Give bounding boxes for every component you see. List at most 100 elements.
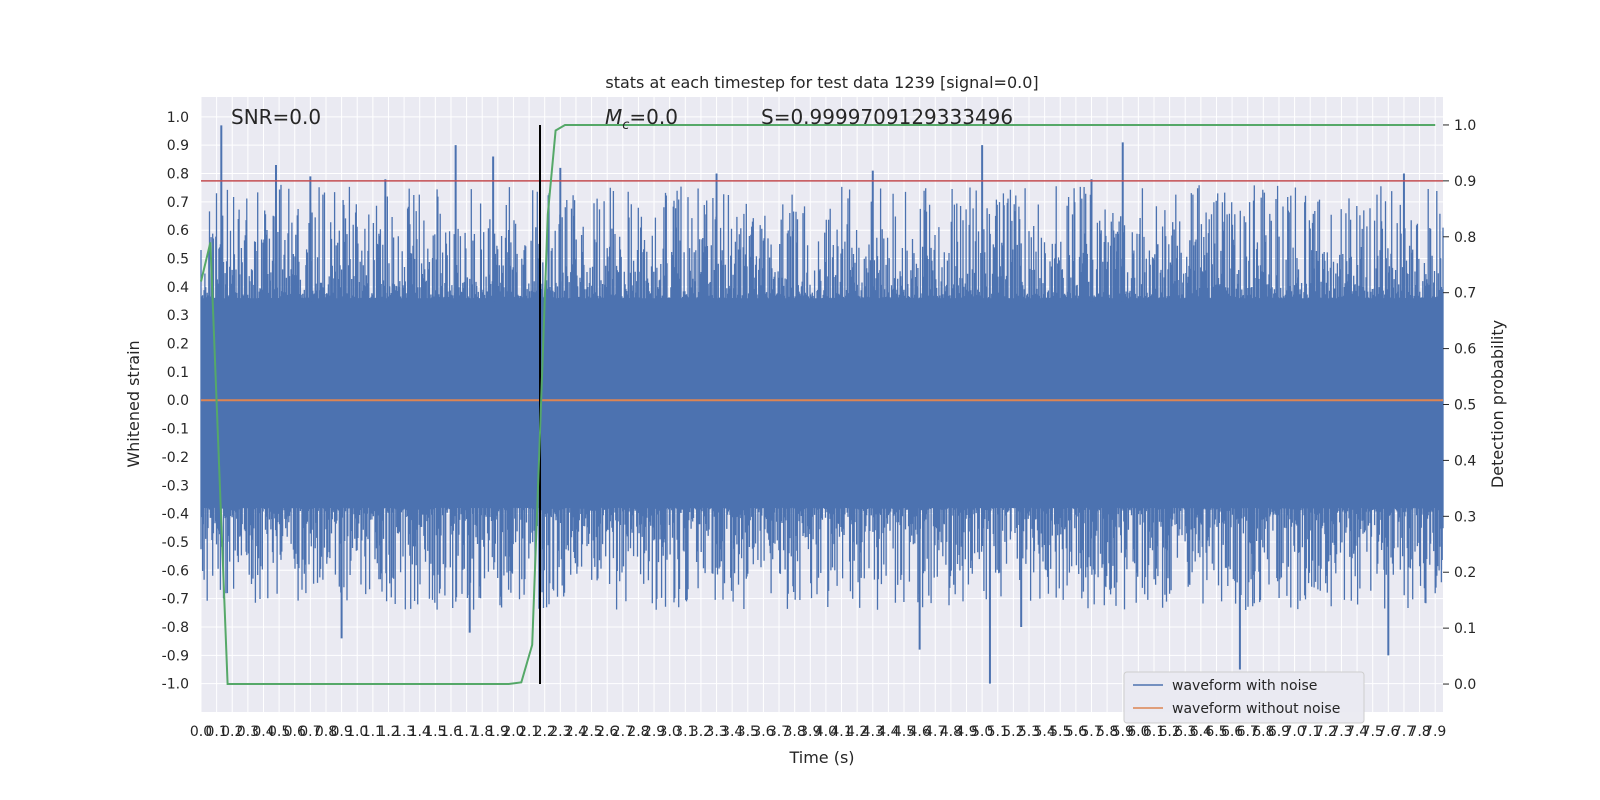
x-tick-label: 3.8 [784, 724, 806, 740]
x-tick-label: 7.4 [1346, 724, 1368, 740]
x-tick-label: 6.8 [1252, 724, 1274, 740]
y-right-tick-label: 0.0 [1454, 677, 1476, 693]
x-tick-label: 0.8 [315, 724, 337, 740]
x-tick-label: 7.7 [1393, 724, 1415, 740]
series-detection-probability [200, 124, 1436, 685]
y-tick-label: -0.1 [162, 422, 189, 438]
x-tick-label: 6.0 [1127, 724, 1149, 740]
x-tick-label: 4.1 [830, 724, 852, 740]
x-tick-label: 4.9 [955, 724, 977, 740]
x-tick-label: 4.8 [940, 724, 962, 740]
score-annotation: S=0.9999709129333496 [761, 105, 1013, 129]
x-tick-label: 0.4 [252, 724, 274, 740]
y-right-tick-label: 0.7 [1454, 286, 1476, 302]
series-waveform-with-noise [200, 125, 1444, 684]
y-tick-label: -0.6 [162, 563, 189, 579]
legend-label-waveform-with-noise: waveform with noise [1172, 678, 1317, 694]
y-right-tick-label: 0.9 [1454, 174, 1476, 190]
y-tick-label: 0.8 [167, 167, 189, 183]
y-tick-label: -0.5 [162, 535, 189, 551]
x-tick-label: 7.9 [1424, 724, 1446, 740]
x-tick-label: 2.6 [596, 724, 618, 740]
legend-label-waveform-without-noise: waveform without noise [1172, 701, 1340, 717]
x-tick-label: 7.0 [1283, 724, 1305, 740]
y-tick-label: 0.1 [167, 365, 189, 381]
y-tick-label: -0.8 [162, 620, 189, 636]
y-right-tick-label: 1.0 [1454, 118, 1476, 134]
y-tick-label: 0.0 [167, 393, 189, 409]
y-tick-label: -1.0 [162, 677, 189, 693]
legend-box [1123, 671, 1365, 724]
y-axis-label: Whitened strain [124, 340, 143, 467]
x-tick-label: 3.1 [674, 724, 696, 740]
x-tick-label: 6.3 [1174, 724, 1196, 740]
x-tick-label: 2.7 [612, 724, 634, 740]
x-tick-label: 0.5 [268, 724, 290, 740]
x-tick-label: 2.5 [580, 724, 602, 740]
y-tick-label: 0.3 [167, 308, 189, 324]
x-tick-label: 1.7 [455, 724, 477, 740]
x-tick-label: 4.5 [893, 724, 915, 740]
x-tick-label: 3.9 [799, 724, 821, 740]
x-tick-label: 6.4 [1190, 724, 1212, 740]
x-tick-label: 3.0 [659, 724, 681, 740]
x-tick-label: 4.3 [862, 724, 884, 740]
y-tick-label: -0.4 [162, 507, 189, 523]
x-tick-label: 6.1 [1143, 724, 1165, 740]
x-tick-label: 2.8 [627, 724, 649, 740]
x-tick-label: 1.6 [440, 724, 462, 740]
x-tick-label: 2.4 [565, 724, 587, 740]
x-tick-label: 4.6 [909, 724, 931, 740]
y-right-tick-label: 0.6 [1454, 342, 1476, 358]
x-tick-label: 6.5 [1205, 724, 1227, 740]
y-tick-label: 0.7 [167, 195, 189, 211]
y-tick-label: -0.3 [162, 478, 189, 494]
x-tick-label: 5.1 [987, 724, 1009, 740]
x-tick-label: 7.2 [1315, 724, 1337, 740]
x-tick-label: 1.2 [377, 724, 399, 740]
x-tick-label: 2.0 [502, 724, 524, 740]
x-tick-label: 4.0 [815, 724, 837, 740]
x-tick-label: 5.7 [1080, 724, 1102, 740]
x-tick-label: 2.9 [643, 724, 665, 740]
x-tick-label: 3.3 [705, 724, 727, 740]
y-tick-label: -0.9 [162, 648, 189, 664]
x-tick-label: 1.0 [346, 724, 368, 740]
x-tick-label: 1.4 [409, 724, 431, 740]
y-right-tick-label: 0.5 [1454, 398, 1476, 414]
x-tick-label: 6.2 [1158, 724, 1180, 740]
x-tick-label: 1.8 [471, 724, 493, 740]
x-tick-label: 3.5 [737, 724, 759, 740]
x-tick-label: 4.7 [924, 724, 946, 740]
x-tick-label: 7.8 [1408, 724, 1430, 740]
x-tick-label: 4.4 [877, 724, 899, 740]
y-right-tick-label: 0.1 [1454, 621, 1476, 637]
y-tick-label: 0.6 [167, 223, 189, 239]
x-tick-label: 0.9 [330, 724, 352, 740]
x-tick-label: 0.7 [299, 724, 321, 740]
x-tick-label: 7.3 [1330, 724, 1352, 740]
x-tick-label: 3.7 [768, 724, 790, 740]
x-tick-label: 1.9 [487, 724, 509, 740]
x-tick-label: 1.5 [424, 724, 446, 740]
x-tick-label: 7.1 [1299, 724, 1321, 740]
x-tick-label: 0.6 [284, 724, 306, 740]
x-axis-label: Time (s) [788, 748, 854, 767]
x-tick-label: 0.0 [190, 724, 212, 740]
y-tick-label: 0.9 [167, 138, 189, 154]
chirp-mass-value: =0.0 [629, 105, 678, 129]
x-tick-label: 5.3 [1018, 724, 1040, 740]
x-tick-label: 3.2 [690, 724, 712, 740]
x-tick-label: 0.1 [205, 724, 227, 740]
chirp-mass-symbol: M [605, 105, 622, 129]
y-tick-label: 0.5 [167, 252, 189, 268]
x-tick-label: 4.2 [846, 724, 868, 740]
x-tick-label: 5.0 [971, 724, 993, 740]
x-tick-label: 2.2 [534, 724, 556, 740]
x-tick-label: 5.4 [1033, 724, 1055, 740]
y-right-tick-label: 0.3 [1454, 509, 1476, 525]
x-tick-label: 6.7 [1237, 724, 1259, 740]
x-tick-label: 5.6 [1065, 724, 1087, 740]
x-tick-label: 1.1 [362, 724, 384, 740]
